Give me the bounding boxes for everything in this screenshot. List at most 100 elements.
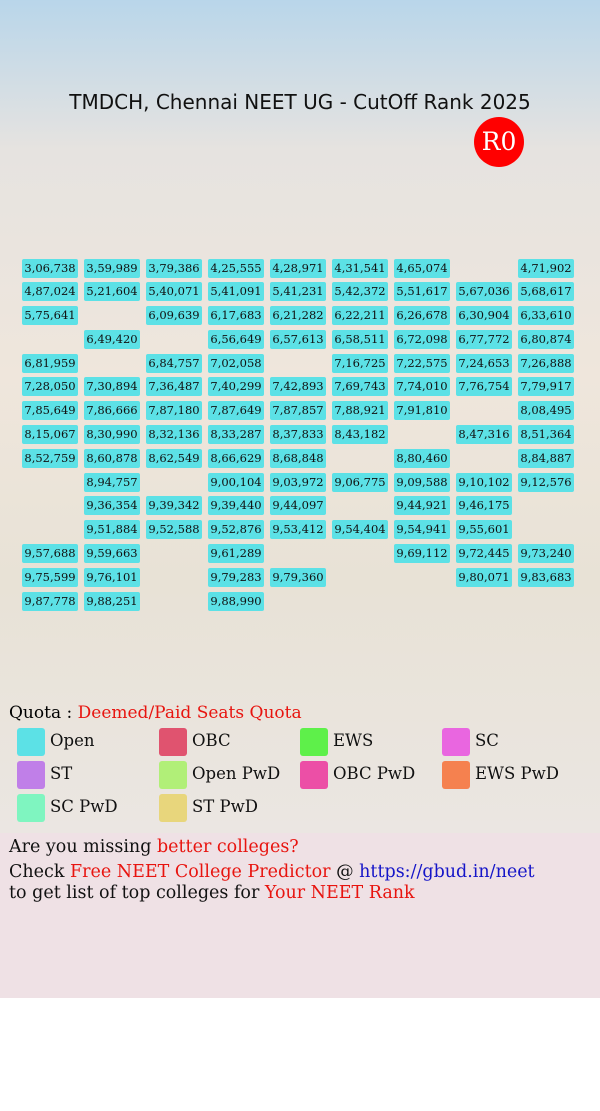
rank-cell: 9,36,354 [84,496,140,516]
text: to get list of top colleges for [9,883,265,903]
rank-cell: 9,79,360 [270,567,326,587]
rank-cell: 9,79,283 [208,567,264,587]
highlight: Your NEET Rank [264,883,415,903]
rank-cell: 6,49,420 [84,329,140,349]
rank-cell: 9,75,599 [22,567,78,587]
rank-cell: 9,73,240 [518,543,574,563]
rank-cell: 9,54,941 [394,520,450,540]
rank-cell: 4,28,971 [270,258,326,278]
rank-cell: 7,22,575 [394,353,450,373]
highlight: better colleges? [156,837,299,857]
rank-cell: 5,40,071 [146,282,202,302]
rank-cell: 4,71,902 [518,258,574,278]
rank-cell: 6,22,211 [332,306,388,326]
rank-cell: 3,06,738 [22,258,78,278]
rank-cell: 7,69,743 [332,377,388,397]
rank-cell: 9,52,876 [208,520,264,540]
rank-cell: 9,76,101 [84,567,140,587]
rank-cell: 4,87,024 [22,282,78,302]
rank-cell: 6,80,874 [518,329,574,349]
rank-cell: 7,40,299 [208,377,264,397]
rank-cell: 9,44,097 [270,496,326,516]
rank-cell: 9,46,175 [456,496,512,516]
legend-label: EWS PwD [475,764,560,783]
legend-label: EWS [333,731,374,750]
rank-cell: 6,21,282 [270,306,326,326]
rank-cell: 9,55,601 [456,520,512,540]
legend-label: Open [50,731,95,750]
rank-cell: 8,94,757 [84,472,140,492]
rank-cell: 8,15,067 [22,425,78,445]
legend-swatch [442,728,470,756]
rank-cell: 7,74,010 [394,377,450,397]
rank-cell: 8,62,549 [146,448,202,468]
rank-cell: 9,52,588 [146,520,202,540]
legend-swatch [442,761,470,789]
text: Are you missing [9,837,157,857]
rank-cell: 4,65,074 [394,258,450,278]
legend-swatch [17,794,45,822]
rank-cell: 8,08,495 [518,401,574,421]
rank-cell: 9,10,102 [456,472,512,492]
rank-cell: 5,67,036 [456,282,512,302]
rank-cell: 8,80,460 [394,448,450,468]
footer-line: to get list of top colleges for Your NEE… [9,883,415,903]
rank-cell: 9,06,775 [332,472,388,492]
title: TMDCH, Chennai NEET UG - CutOff Rank 202… [69,90,531,114]
rank-cell: 9,72,445 [456,543,512,563]
footer-line: Check Free NEET College Predictor @ http… [9,862,535,882]
legend-label: SC PwD [50,797,118,816]
rank-cell: 5,75,641 [22,306,78,326]
rank-cell: 5,41,091 [208,282,264,302]
rank-cell: 7,79,917 [518,377,574,397]
rank-cell: 3,79,386 [146,258,202,278]
rank-cell: 6,58,511 [332,329,388,349]
quota-label: Quota : [9,703,73,723]
rank-cell: 8,84,887 [518,448,574,468]
rank-cell: 5,21,604 [84,282,140,302]
rank-cell: 8,43,182 [332,425,388,445]
rank-cell: 8,68,848 [270,448,326,468]
rank-cell: 6,17,683 [208,306,264,326]
rank-cell: 6,72,098 [394,329,450,349]
legend-label: Open PwD [192,764,281,783]
footer: Are you missing better colleges? Check F… [0,833,600,998]
legend-swatch [159,794,187,822]
rank-cell: 7,87,857 [270,401,326,421]
text: @ [330,862,360,882]
legend-swatch [159,761,187,789]
footer-line: Are you missing better colleges? [9,837,299,857]
rank-cell: 9,80,071 [456,567,512,587]
rank-cell: 9,44,921 [394,496,450,516]
rank-cell: 5,51,617 [394,282,450,302]
rank-cell: 7,91,810 [394,401,450,421]
link[interactable]: Free NEET College Predictor [70,862,331,882]
rank-cell: 6,56,649 [208,329,264,349]
legend-swatch [300,761,328,789]
rank-cell: 8,47,316 [456,425,512,445]
rank-cell: 7,85,649 [22,401,78,421]
rank-cell: 7,87,649 [208,401,264,421]
rank-cell: 9,51,884 [84,520,140,540]
rank-cell: 8,51,364 [518,425,574,445]
rank-cell: 9,57,688 [22,543,78,563]
rank-cell: 8,60,878 [84,448,140,468]
rank-cell: 9,69,112 [394,543,450,563]
rank-cell: 9,88,251 [84,591,140,611]
rank-cell: 9,09,588 [394,472,450,492]
legend-label: SC [475,731,499,750]
rank-cell: 5,41,231 [270,282,326,302]
rank-cell: 6,77,772 [456,329,512,349]
rank-cell: 7,16,725 [332,353,388,373]
legend-swatch [300,728,328,756]
rank-cell: 7,42,893 [270,377,326,397]
rank-cell: 6,30,904 [456,306,512,326]
link[interactable]: https://gbud.in/neet [359,862,535,882]
rank-cell: 7,26,888 [518,353,574,373]
rank-cell: 9,88,990 [208,591,264,611]
rank-cell: 9,87,778 [22,591,78,611]
rank-cell: 9,61,289 [208,543,264,563]
legend-swatch [159,728,187,756]
rank-cell: 5,42,372 [332,282,388,302]
